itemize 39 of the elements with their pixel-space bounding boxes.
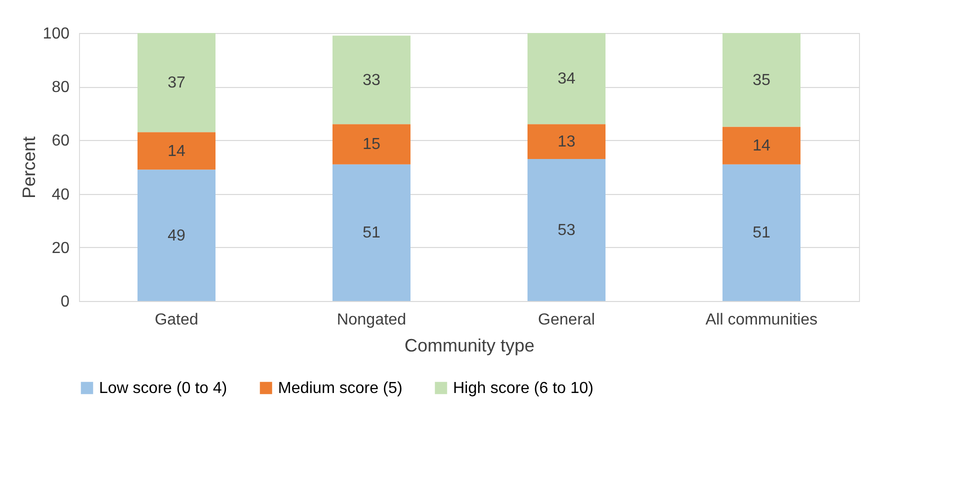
bar — [332, 36, 410, 124]
x-axis-title: Community type — [404, 336, 535, 356]
data-label: 51 — [362, 224, 380, 242]
data-label: 15 — [362, 136, 380, 154]
bar — [138, 132, 216, 170]
data-label: 34 — [558, 70, 576, 88]
x-tick-label: Gated — [154, 312, 198, 328]
bar — [138, 170, 216, 301]
x-tick-label: General — [538, 312, 595, 328]
y-axis-title: Percent — [18, 136, 39, 199]
data-label: 35 — [752, 72, 770, 89]
legend-label: Low score (0 to 4) — [99, 380, 228, 397]
y-tick-label: 100 — [42, 26, 70, 42]
y-tick-label: 60 — [52, 132, 70, 150]
legend-label: Medium score (5) — [278, 380, 402, 397]
y-tick-label: 40 — [52, 186, 70, 204]
data-label: 14 — [168, 142, 186, 160]
bar — [528, 33, 606, 124]
data-label: 53 — [558, 222, 576, 239]
bar — [528, 124, 606, 159]
x-tick-label: All communities — [705, 312, 818, 328]
data-label: 49 — [168, 227, 186, 244]
bar — [722, 33, 800, 127]
data-label: 37 — [168, 74, 186, 92]
data-label: 14 — [752, 138, 770, 155]
legend-label: High score (6 to 10) — [453, 380, 594, 397]
y-tick-label: 20 — [52, 240, 70, 257]
bar — [722, 164, 800, 301]
bar — [138, 33, 216, 132]
y-tick-label: 0 — [60, 294, 70, 310]
bar — [332, 164, 410, 301]
y-tick-label: 80 — [52, 79, 70, 96]
data-label: 13 — [558, 134, 576, 151]
data-label: 33 — [362, 72, 380, 89]
data-label: 51 — [752, 224, 770, 242]
bar — [528, 158, 606, 301]
bar — [332, 124, 410, 164]
x-tick-label: Nongated — [336, 312, 406, 328]
bar — [722, 126, 800, 164]
